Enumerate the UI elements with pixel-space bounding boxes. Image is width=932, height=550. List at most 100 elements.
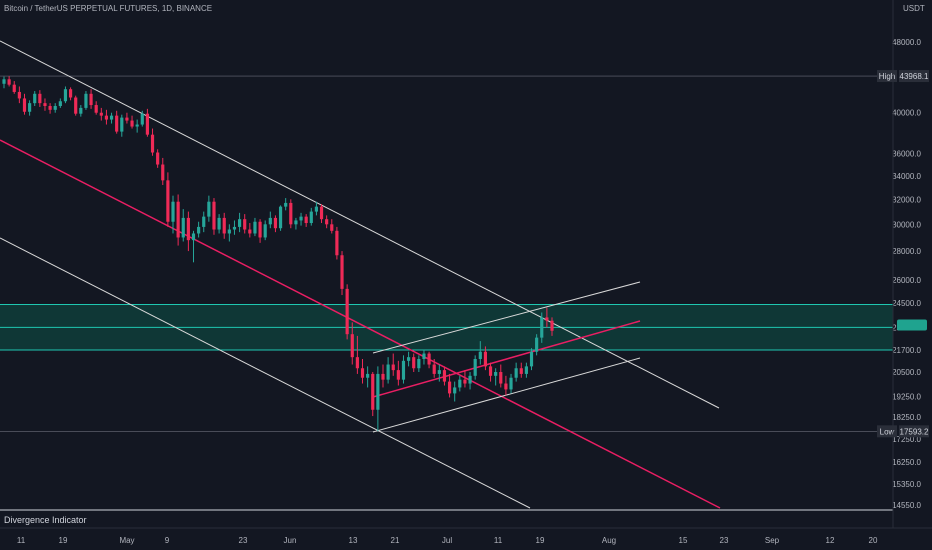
x-tick-label: 9 [165,536,170,545]
candle [263,220,267,241]
midline[interactable] [0,139,721,509]
candle-body [84,93,88,108]
candle [463,370,467,388]
candle [227,224,231,242]
candle [145,108,149,137]
low-price-tag: Low 17593.2 [877,425,929,438]
candle-body [488,366,493,376]
candle-body [376,373,380,410]
candle [478,341,482,365]
candles [2,76,554,432]
candle-body [268,217,272,225]
candle-body [417,358,421,369]
y-tick-label: 28000.0 [892,247,921,256]
x-tick-label: 12 [826,536,835,545]
candle-body [125,117,129,121]
candle [135,119,139,133]
candle [391,353,395,376]
supply-zone [0,303,893,351]
candle [319,204,324,224]
lower-channel-line[interactable] [0,237,531,509]
rising-channel-mid[interactable] [372,320,641,398]
candle [207,195,211,222]
candle-body [238,219,242,227]
y-tick-label: 17250.0 [892,435,921,444]
candle-body [48,105,52,110]
candle-body [89,93,93,106]
candle [529,348,534,371]
rising-channel-bottom[interactable] [372,357,641,433]
candle [191,230,196,263]
chart-title: Bitcoin / TetherUS PERPETUAL FUTURES, 1D… [4,4,213,13]
candle-body [437,370,441,374]
candle [120,114,124,137]
candle [130,115,134,129]
y-tick-label: 19250.0 [892,392,921,401]
candle-body [519,368,523,374]
candle [7,76,11,87]
trendline-drawings[interactable] [0,40,721,509]
candle-body [181,217,185,238]
tag-value: 43968.1 [900,72,929,81]
candle [545,307,549,328]
candle [232,220,237,235]
candle [268,211,272,229]
candle-body [33,93,37,104]
candle [53,103,57,113]
y-tick-label: 15350.0 [892,480,921,489]
candle-body [545,317,549,321]
candle [104,109,109,125]
x-tick-label: 21 [391,536,400,545]
candle-body [325,219,329,225]
y-tick-label: 34000.0 [892,172,921,181]
price-tags: High 43968.1 Low 17593.2 [877,70,929,438]
x-tick-label: 19 [59,536,68,545]
candle-body [22,98,27,112]
rising-channel-top[interactable] [372,281,641,354]
candle [432,358,436,378]
candle-body [330,224,334,231]
time-axis[interactable]: 11 19 May 9 23 Jun 13 21 Jul 11 19 Aug 15 23 Sep 12 20 [17,536,878,545]
upper-channel-line[interactable] [0,40,720,409]
candle [79,105,83,117]
candle [407,351,411,367]
price-axis[interactable]: 48000.0 40000.0 36000.0 34000.0 32000.0 30000… [892,38,927,510]
candle-body [273,217,278,229]
candle-body [43,103,47,106]
candle-body [186,217,190,241]
y-tick-label: 26000.0 [892,276,921,285]
candle-body [227,229,231,234]
candle-body [109,115,114,120]
candle-body [217,217,221,230]
candle-body [427,353,431,365]
candle [360,358,365,384]
candle [494,368,498,386]
y-tick-label: 16250.0 [892,458,921,467]
indicator-label[interactable]: Divergence Indicator [4,515,87,525]
tag-label: Low [880,427,895,436]
y-tick-label: 24500.0 [892,299,921,308]
candle-body [150,134,155,153]
candle-body [458,379,462,388]
candle-body [197,226,201,234]
candle-body [171,201,175,222]
candle [150,128,155,156]
candle [386,357,390,384]
candle-body [74,97,78,114]
high-price-tag: High 43968.1 [877,70,929,83]
candle-body [391,364,395,371]
y-tick-label: 18250.0 [892,413,921,422]
candle [2,76,6,89]
candle [550,317,554,336]
candle-body [145,113,149,135]
candle [212,198,216,235]
candle [499,364,503,388]
x-tick-label: Jun [284,536,297,545]
candle-body [63,89,68,102]
candle-body [396,370,400,380]
candle [181,209,185,242]
candle-body [99,112,103,116]
candle-body [499,372,503,384]
